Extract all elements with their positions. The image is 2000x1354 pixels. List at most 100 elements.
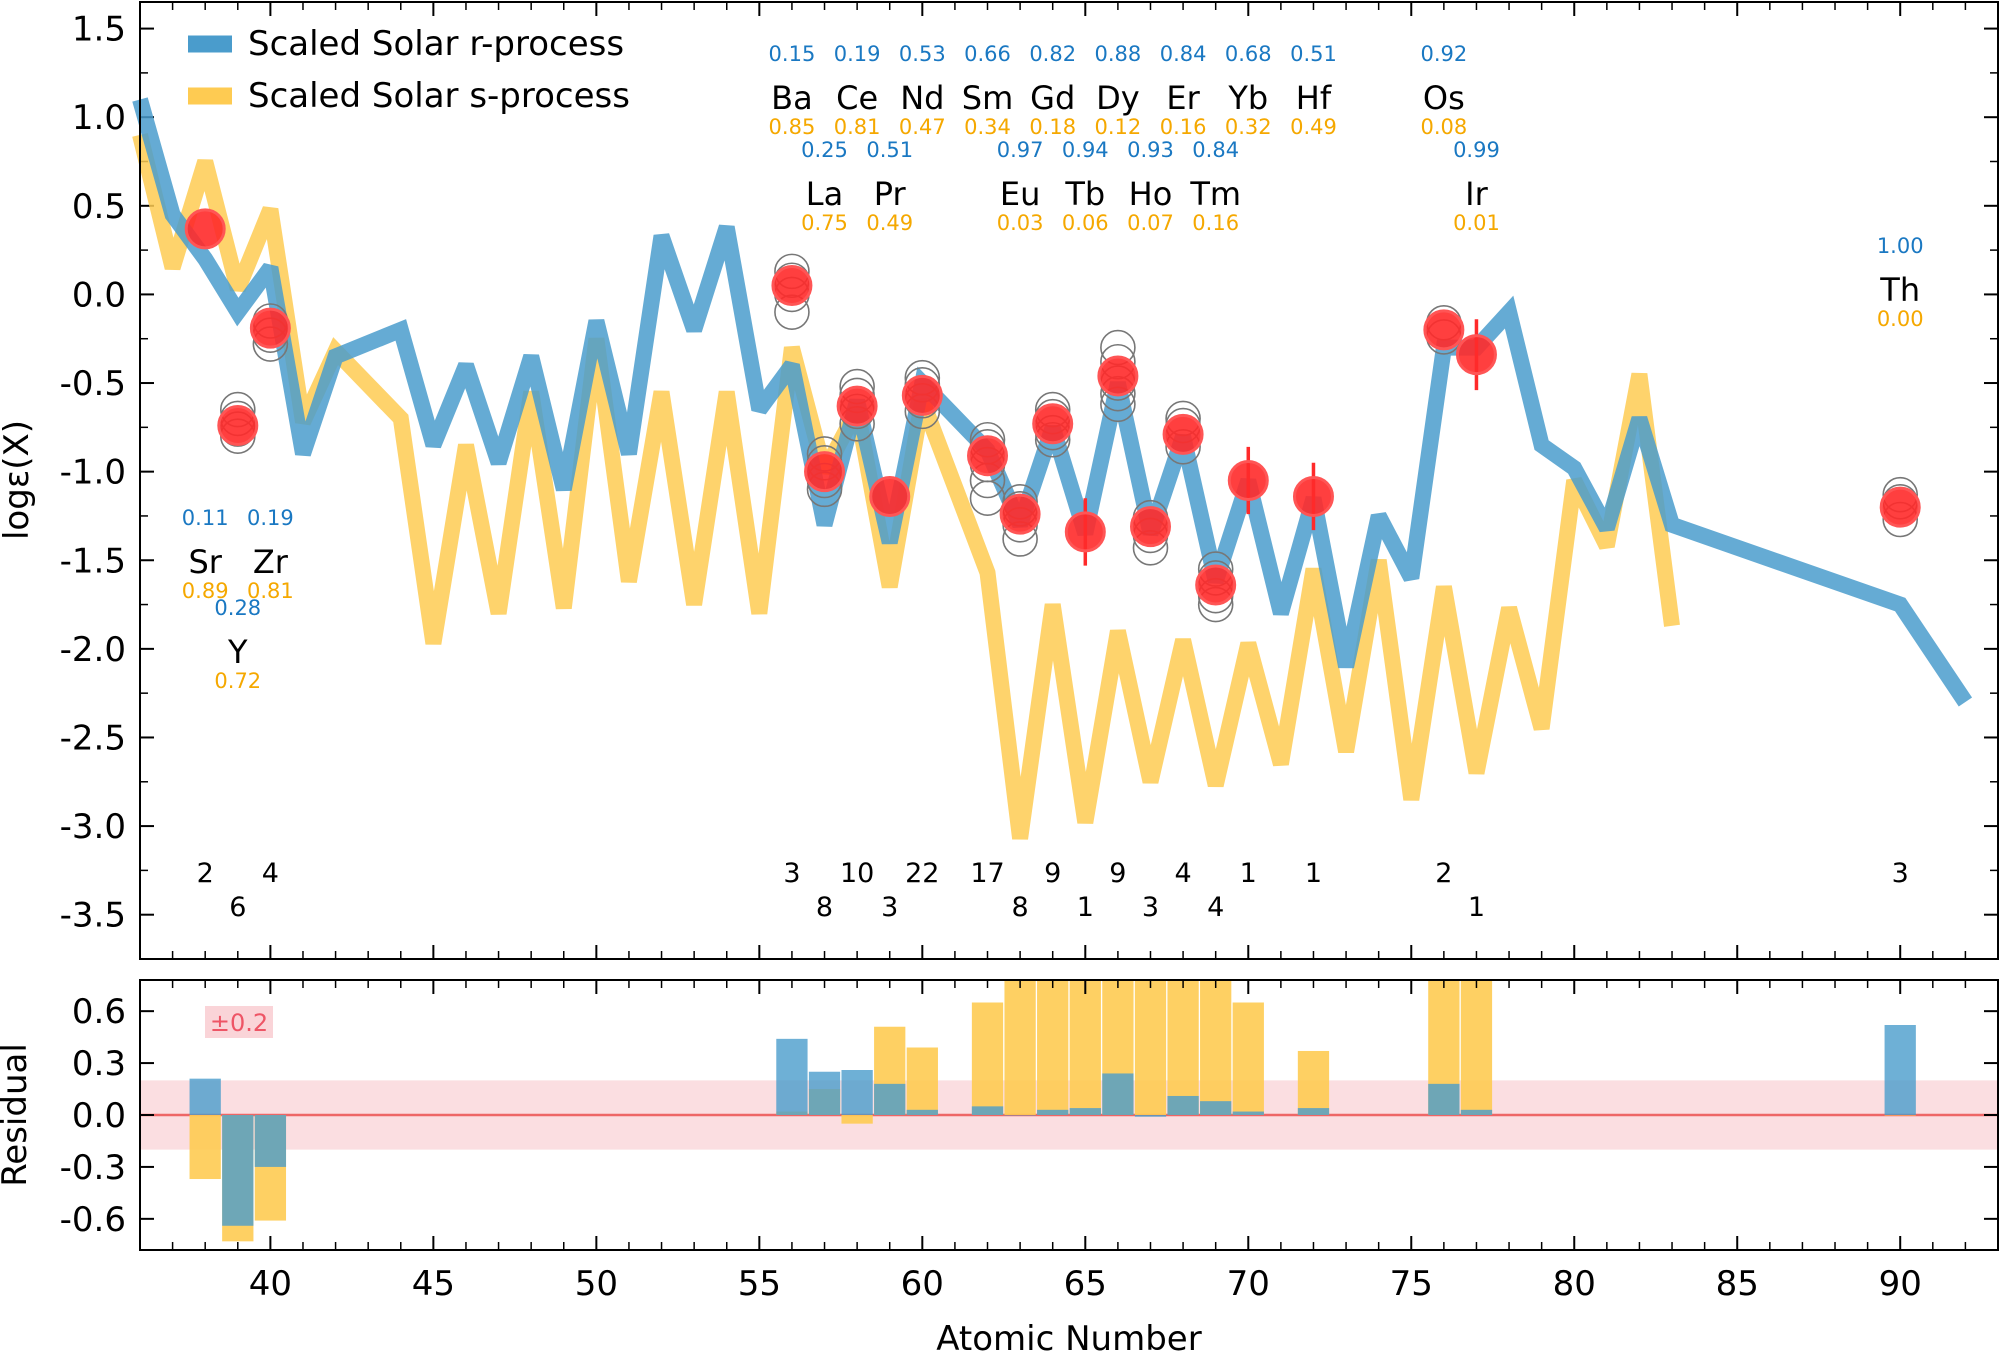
residual-bar-r [222,1115,254,1226]
line-count: 10 [840,858,874,889]
element-r-fraction: 0.19 [834,42,881,66]
element-symbol: Er [1166,79,1200,117]
residual-bar-r [841,1070,873,1115]
element-r-fraction: 0.84 [1192,138,1239,162]
element-s-fraction: 0.08 [1420,115,1467,139]
residual-bar-r [1069,1108,1101,1115]
element-r-fraction: 0.25 [801,138,848,162]
residual-bar-r [1167,1095,1199,1115]
residual-bar-r [1428,1083,1460,1115]
residual-plot-frame [139,979,1999,1251]
element-symbol: Yb [1227,79,1268,117]
element-symbol: Sr [188,543,222,581]
line-count: 3 [1142,892,1159,923]
line-count: 2 [197,858,214,889]
residual-bar-r [1004,1115,1036,1116]
residual-bar-s [1069,980,1101,1115]
element-symbol: Zr [253,543,289,581]
star-abundance-point [1032,403,1074,445]
element-r-fraction: 0.93 [1127,138,1174,162]
element-symbol: Tm [1189,175,1241,213]
element-labels-layer: 0.15Ba0.850.19Ce0.810.53Nd0.470.66Sm0.34… [182,42,1924,693]
x-tick-label: 85 [1716,1264,1759,1304]
y-tick-label: 1.0 [72,98,126,138]
x-tick-label: 55 [738,1264,781,1304]
star-abundance-point [1227,460,1269,501]
residual-y-tick-label: 0.6 [72,992,126,1032]
y-tick-label: 0.5 [72,187,126,227]
residual-bar-s [1004,980,1036,1115]
x-tick-label: 45 [412,1264,455,1304]
residual-bar-s [1460,980,1493,1115]
element-r-fraction: 0.94 [1062,138,1109,162]
star-abundance-point [249,307,291,349]
element-symbol: Ba [771,79,813,117]
element-s-fraction: 0.47 [899,115,946,139]
residual-bar-r [1134,1115,1167,1117]
element-r-fraction: 0.53 [899,42,946,66]
element-s-fraction: 0.34 [964,115,1011,139]
x-tick-label: 40 [249,1264,292,1304]
line-count: 2 [1435,858,1452,889]
residual-bar-r [254,1115,287,1167]
residual-bars-layer [189,980,1916,1242]
abundance-panel: 0.15Ba0.850.19Ce0.810.53Nd0.470.66Sm0.34… [0,1,1999,960]
star-abundance-point [184,208,226,250]
residual-bar-r [1102,1073,1134,1115]
residual-bar-r [1200,1101,1232,1115]
element-r-fraction: 0.97 [997,138,1044,162]
star-abundance-point [804,451,846,493]
residual-panel: ±0.2 0.6 0.3 0.0 -0.3 -0.6 40 45 50 55 60 65 70 75 8… [0,979,1999,1354]
element-symbol: Dy [1096,79,1140,117]
element-r-fraction: 0.88 [1095,42,1142,66]
band-label: ±0.2 [210,1009,268,1037]
element-r-fraction: 0.99 [1453,138,1500,162]
star-abundance-point [1162,413,1204,455]
line-count: 3 [783,858,800,889]
band-label-box [205,1006,273,1038]
residual-axis-title: Residual [0,1043,35,1187]
x-tick-label: 65 [1064,1264,1107,1304]
residual-bar-r [874,1083,906,1115]
line-count: 9 [1044,858,1061,889]
residual-bar-s [1200,980,1232,1115]
line-counts-layer: 2 463 10 22 17 9 9 4 1 1 2 38 3 8 1 3 4 1 [197,858,1909,923]
residual-bar-r [776,1038,808,1115]
y-tick-label: -3.0 [60,807,126,847]
element-r-fraction: 0.28 [214,596,261,620]
x-tick-label: 75 [1390,1264,1433,1304]
residual-bar-s [1134,980,1167,1115]
line-count: 4 [1174,858,1191,889]
residual-y-tick-label: 0.0 [72,1096,126,1136]
element-s-fraction: 0.89 [182,579,229,603]
line-count: 4 [262,858,279,889]
element-r-fraction: 0.82 [1029,42,1076,66]
element-s-fraction: 0.12 [1095,115,1142,139]
star-abundance-point [1423,309,1465,351]
main-plot-frame [139,1,1999,960]
element-r-fraction: 0.51 [1290,42,1337,66]
element-s-fraction: 0.49 [1290,115,1337,139]
star-abundance-point [836,385,878,427]
y-axis-title: logε(X) [0,420,37,540]
element-symbol: Ho [1129,175,1173,213]
x-tick-label: 80 [1553,1264,1596,1304]
element-s-fraction: 0.32 [1225,115,1272,139]
element-r-fraction: 0.11 [182,506,229,530]
residual-bar-r [1884,1025,1916,1115]
residual-bar-r [971,1106,1004,1115]
y-tick-label: -1.0 [60,453,126,493]
main-axes-ticks [139,2,1999,959]
element-symbol: Eu [1000,175,1041,213]
star-abundance-point [869,475,911,517]
residual-bar-r [906,1109,938,1115]
element-symbol: Gd [1030,79,1075,117]
element-s-fraction: 0.85 [769,115,816,139]
element-symbol: La [806,175,843,213]
element-s-fraction: 0.16 [1160,115,1207,139]
legend-s-label: Scaled Solar s-process [248,76,630,116]
residual-bar-r [1037,1109,1069,1115]
residual-bar-r [1232,1111,1264,1115]
element-symbol: Nd [900,79,944,117]
